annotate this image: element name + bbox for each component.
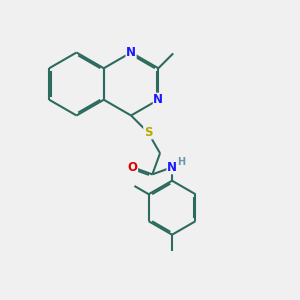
Text: O: O [128, 161, 137, 174]
Text: N: N [126, 46, 136, 59]
Text: S: S [144, 126, 152, 139]
Text: H: H [178, 157, 186, 167]
Text: N: N [167, 161, 177, 174]
Text: N: N [153, 93, 163, 106]
